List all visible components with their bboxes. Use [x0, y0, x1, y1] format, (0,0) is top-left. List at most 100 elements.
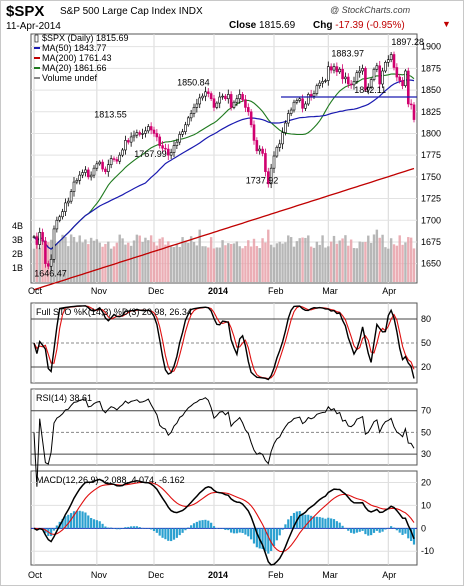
- macd-histogram-bar: [350, 528, 353, 533]
- candle-body: [86, 169, 90, 178]
- candle-body: [392, 54, 396, 68]
- macd-histogram-bar: [104, 526, 107, 529]
- candle-body: [275, 147, 279, 157]
- volume-bar: [95, 239, 99, 282]
- legend-candle-icon: [34, 34, 39, 43]
- candle-body: [298, 98, 302, 101]
- macd-histogram-bar: [221, 528, 224, 529]
- macd-histogram-bar: [138, 527, 141, 529]
- macd-histogram-bar: [398, 528, 401, 533]
- x-tick-label: Oct: [28, 570, 43, 580]
- ticker-symbol: $SPX: [6, 3, 45, 20]
- volume-bar: [207, 247, 210, 282]
- candle-body: [224, 95, 227, 100]
- macd-histogram-bar: [358, 528, 361, 532]
- volume-bar: [204, 246, 207, 282]
- volume-bar: [375, 229, 379, 282]
- candle-body: [146, 126, 150, 132]
- macd-histogram-bar: [407, 528, 410, 539]
- macd-histogram-bar: [247, 528, 250, 537]
- volume-bar: [127, 242, 130, 282]
- macd-histogram-bar: [55, 525, 58, 529]
- candle-body: [406, 70, 410, 105]
- candle-body: [109, 158, 113, 166]
- candle-body: [144, 130, 147, 134]
- macd-histogram-bar: [370, 528, 373, 536]
- volume-bar: [361, 242, 364, 282]
- macd-histogram-bar: [401, 528, 404, 535]
- candle-body: [264, 153, 267, 172]
- macd-histogram-bar: [115, 528, 118, 530]
- price-tick-label: 1900: [421, 42, 441, 52]
- candle-body: [32, 236, 36, 238]
- close-readout: Close 1815.69: [229, 21, 295, 31]
- volume-bar: [249, 246, 253, 282]
- volume-bar: [184, 240, 187, 282]
- macd-histogram-bar: [301, 513, 304, 529]
- price-tick-label: 1675: [421, 237, 441, 247]
- volume-bar: [332, 235, 336, 282]
- legend-label: Volume undef: [42, 73, 98, 83]
- price-tick-label: 1825: [421, 107, 441, 117]
- macd-histogram-bar: [278, 528, 281, 536]
- macd-histogram-bar: [201, 520, 204, 529]
- macd-histogram-bar: [292, 512, 296, 529]
- volume-bar: [412, 248, 416, 282]
- candle-body: [49, 259, 53, 267]
- volume-bar: [261, 238, 264, 282]
- macd-histogram-bar: [330, 518, 333, 529]
- candle-body: [329, 66, 333, 71]
- candle-body: [55, 219, 59, 230]
- macd-tick-label: 10: [421, 500, 431, 510]
- candle-body: [132, 134, 136, 138]
- volume-bar: [32, 248, 36, 282]
- macd-histogram-bar: [298, 511, 301, 529]
- volume-bar: [87, 244, 90, 282]
- candle-body: [355, 72, 359, 82]
- macd-histogram-bar: [270, 528, 273, 552]
- macd-histogram-bar: [395, 528, 398, 531]
- macd-histogram-bar: [227, 528, 230, 531]
- volume-bar: [287, 235, 290, 282]
- candle-body: [89, 174, 93, 178]
- candle-body: [195, 103, 199, 108]
- volume-bar: [301, 237, 304, 282]
- macd-histogram-bar: [381, 528, 384, 532]
- candle-body: [269, 167, 273, 185]
- macd-histogram-bar: [344, 527, 347, 529]
- price-annotation: 1767.99: [134, 149, 167, 159]
- macd-histogram-bar: [264, 528, 267, 552]
- volume-bar: [347, 245, 350, 282]
- macd-histogram-bar: [81, 511, 84, 529]
- volume-bar: [144, 237, 147, 282]
- x-tick-label: Dec: [148, 570, 165, 580]
- sto-k-line: [33, 305, 415, 381]
- macd-histogram-bar: [312, 516, 316, 529]
- volume-bar: [89, 237, 93, 282]
- volume-bar: [61, 234, 64, 282]
- macd-histogram-bar: [50, 528, 53, 537]
- volume-bar: [235, 241, 239, 282]
- sto-tick-label: 20: [421, 362, 431, 372]
- volume-bar: [284, 242, 287, 282]
- candle-body: [115, 159, 119, 162]
- macd-histogram-bar: [290, 515, 293, 529]
- volume-bar: [401, 244, 404, 282]
- candle-body: [215, 102, 219, 108]
- candle-body: [35, 236, 39, 245]
- volume-bar: [55, 243, 59, 282]
- macd-histogram-bar: [210, 522, 213, 529]
- candle-body: [346, 76, 350, 85]
- candle-body: [58, 216, 62, 221]
- volume-bar: [129, 245, 133, 282]
- candle-body: [246, 107, 250, 113]
- volume-bar: [212, 248, 216, 282]
- x-tick-label: Feb: [268, 286, 284, 296]
- volume-bar: [349, 239, 353, 282]
- candle-body: [161, 145, 164, 149]
- macd-histogram-bar: [327, 517, 330, 529]
- macd-histogram-bar: [304, 514, 307, 529]
- macd-histogram-bar: [244, 528, 247, 535]
- volume-bar: [358, 241, 361, 282]
- candle-body: [289, 109, 293, 114]
